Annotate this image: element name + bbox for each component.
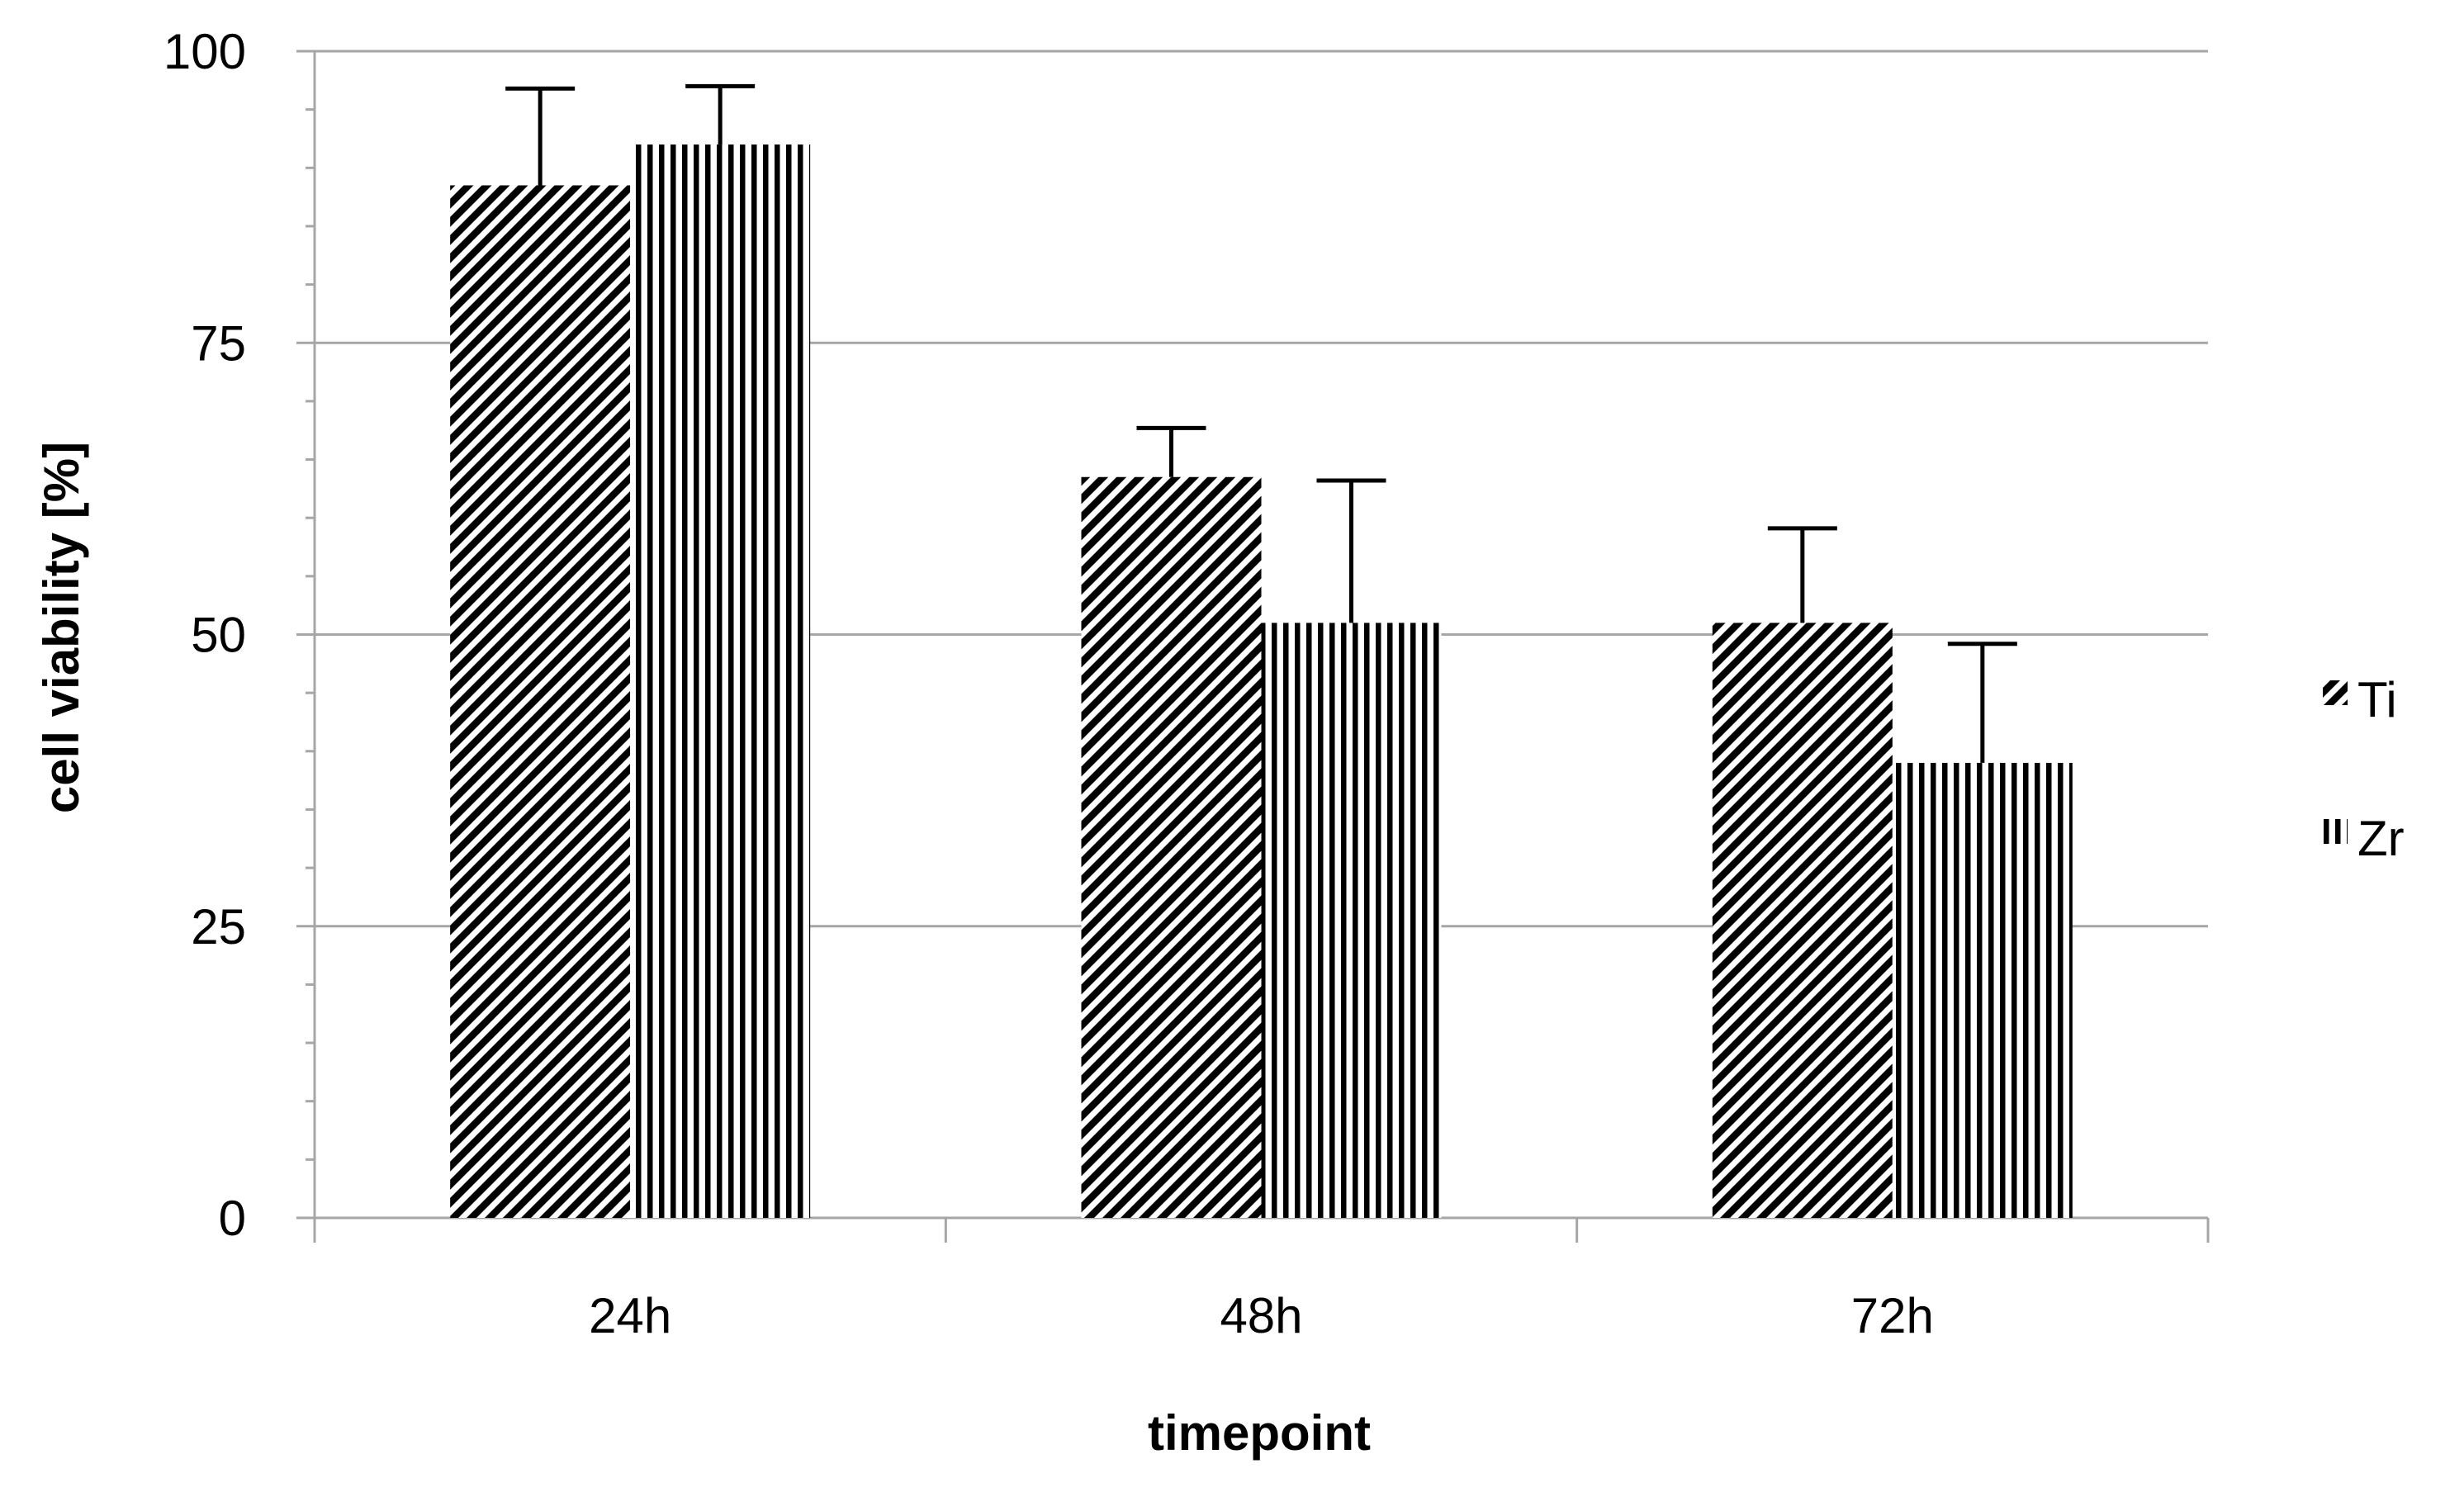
error-bars xyxy=(505,83,2017,763)
legend-label-Zr: Zr xyxy=(2357,811,2405,866)
bar-Zr-72h xyxy=(1892,762,2073,1218)
tick-labels: 0 25 50 75 100 24h 48h 72h xyxy=(163,24,1934,1343)
x-tick-label-48h: 48h xyxy=(1220,1288,1302,1343)
bar-Ti-24h xyxy=(450,185,631,1218)
y-tick-label: 100 xyxy=(163,24,246,79)
x-tick-label-72h: 72h xyxy=(1851,1288,1934,1343)
legend-swatch-Ti xyxy=(2323,680,2348,705)
bar-Zr-24h xyxy=(630,144,811,1218)
legend-swatch-Zr xyxy=(2323,819,2348,844)
legend: Ti Zr xyxy=(2323,672,2405,866)
bar-Ti-72h xyxy=(1712,623,1893,1218)
y-tick-label: 75 xyxy=(191,315,246,371)
y-tick-label: 25 xyxy=(191,899,246,954)
bars xyxy=(450,144,2073,1218)
legend-label-Ti: Ti xyxy=(2357,672,2397,727)
bar-Ti-48h xyxy=(1081,476,1262,1218)
x-tick-label-24h: 24h xyxy=(589,1288,671,1343)
y-tick-label: 0 xyxy=(219,1191,246,1246)
y-tick-label: 50 xyxy=(191,608,246,663)
x-axis-title: timepoint xyxy=(1148,1405,1371,1461)
y-axis-title: cell viability [%] xyxy=(34,442,89,813)
bar-Zr-48h xyxy=(1261,623,1442,1218)
